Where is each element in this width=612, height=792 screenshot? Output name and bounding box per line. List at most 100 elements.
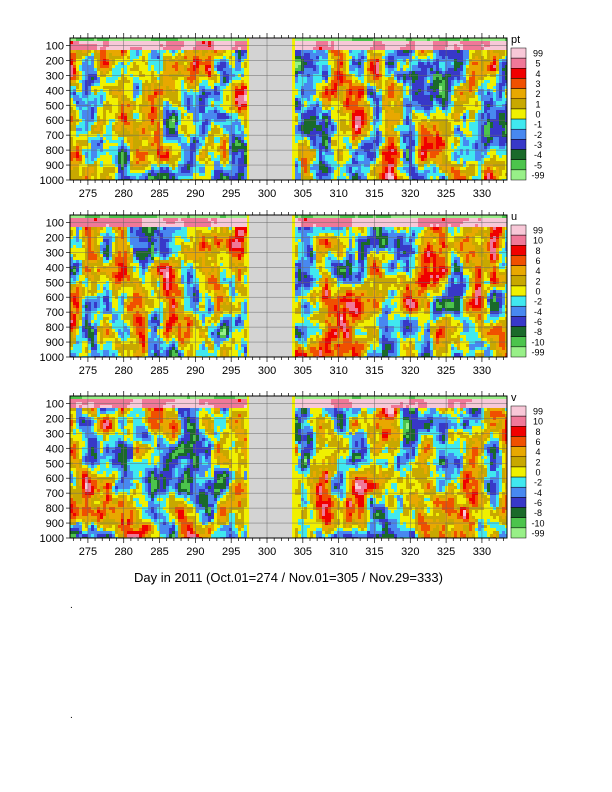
heatmap-cell xyxy=(91,125,94,128)
heatmap-cell xyxy=(391,56,394,59)
heatmap-cell xyxy=(364,137,367,140)
heatmap-cell xyxy=(421,68,424,71)
heatmap-cell xyxy=(340,47,343,50)
heatmap-cell xyxy=(328,146,331,149)
heatmap-cell xyxy=(181,113,184,116)
heatmap-cell xyxy=(106,143,109,146)
heatmap-cell xyxy=(385,167,388,170)
heatmap-cell xyxy=(91,71,94,74)
heatmap-cell xyxy=(145,98,148,101)
heatmap-cell xyxy=(427,68,430,71)
heatmap-cell xyxy=(220,95,223,98)
heatmap-cell xyxy=(328,137,331,140)
heatmap-cell xyxy=(199,92,202,95)
heatmap-cell xyxy=(361,71,364,74)
heatmap-cell xyxy=(301,176,304,179)
heatmap-cell xyxy=(379,62,382,65)
heatmap-cell xyxy=(91,134,94,137)
heatmap-cell xyxy=(157,155,160,158)
heatmap-cell xyxy=(412,47,415,50)
heatmap-cell xyxy=(124,119,127,122)
heatmap-cell xyxy=(187,86,190,89)
heatmap-cell xyxy=(211,116,214,119)
heatmap-cell xyxy=(73,98,76,101)
heatmap-cell xyxy=(427,158,430,161)
heatmap-cell xyxy=(313,86,316,89)
heatmap-cell xyxy=(196,41,199,44)
heatmap-cell xyxy=(352,173,355,176)
heatmap-cell xyxy=(217,41,220,44)
heatmap-cell xyxy=(142,125,145,128)
heatmap-cell xyxy=(421,47,424,50)
heatmap-cell xyxy=(199,122,202,125)
heatmap-cell xyxy=(415,47,418,50)
heatmap-cell xyxy=(232,125,235,128)
heatmap-cell xyxy=(202,137,205,140)
heatmap-cell xyxy=(307,47,310,50)
heatmap-cell xyxy=(187,110,190,113)
heatmap-cell xyxy=(304,155,307,158)
heatmap-cell xyxy=(319,101,322,104)
heatmap-cell xyxy=(133,53,136,56)
heatmap-cell xyxy=(325,170,328,173)
heatmap-cell xyxy=(388,62,391,65)
heatmap-cell xyxy=(301,149,304,152)
heatmap-cell xyxy=(370,62,373,65)
heatmap-cell xyxy=(178,149,181,152)
heatmap-cell xyxy=(307,38,310,41)
heatmap-cell xyxy=(232,47,235,50)
heatmap-cell xyxy=(106,101,109,104)
heatmap-cell xyxy=(418,149,421,152)
heatmap-cell xyxy=(241,137,244,140)
heatmap-cell xyxy=(211,161,214,164)
heatmap-cell xyxy=(160,92,163,95)
heatmap-cell xyxy=(394,95,397,98)
heatmap-cell xyxy=(319,53,322,56)
heatmap-cell xyxy=(151,119,154,122)
heatmap-cell xyxy=(295,164,298,167)
heatmap-cell xyxy=(295,62,298,65)
heatmap-cell xyxy=(352,68,355,71)
heatmap-cell xyxy=(367,83,370,86)
heatmap-cell xyxy=(184,38,187,41)
heatmap-cell xyxy=(82,65,85,68)
heatmap-cell xyxy=(190,107,193,110)
heatmap-cell xyxy=(382,107,385,110)
heatmap-cell xyxy=(169,95,172,98)
heatmap-cell xyxy=(397,146,400,149)
heatmap-cell xyxy=(175,119,178,122)
heatmap-cell xyxy=(127,122,130,125)
heatmap-cell xyxy=(307,164,310,167)
heatmap-cell xyxy=(418,83,421,86)
heatmap-cell xyxy=(142,107,145,110)
heatmap-cell xyxy=(349,134,352,137)
heatmap-cell xyxy=(295,158,298,161)
heatmap-cell xyxy=(379,149,382,152)
heatmap-cell xyxy=(118,80,121,83)
heatmap-cell xyxy=(124,116,127,119)
heatmap-cell xyxy=(211,71,214,74)
heatmap-cell xyxy=(145,62,148,65)
heatmap-cell xyxy=(109,101,112,104)
heatmap-cell xyxy=(202,128,205,131)
heatmap-cell xyxy=(403,83,406,86)
heatmap-cell xyxy=(190,131,193,134)
heatmap-cell xyxy=(385,68,388,71)
heatmap-cell xyxy=(106,128,109,131)
heatmap-cell xyxy=(421,125,424,128)
heatmap-cell xyxy=(145,152,148,155)
heatmap-cell xyxy=(181,119,184,122)
heatmap-cell xyxy=(241,113,244,116)
heatmap-cell xyxy=(193,47,196,50)
heatmap-cell xyxy=(211,146,214,149)
heatmap-cell xyxy=(211,170,214,173)
heatmap-cell xyxy=(202,107,205,110)
heatmap-cell xyxy=(421,164,424,167)
heatmap-cell xyxy=(223,146,226,149)
heatmap-cell xyxy=(418,140,421,143)
heatmap-cell xyxy=(334,65,337,68)
heatmap-cell xyxy=(181,47,184,50)
heatmap-cell xyxy=(403,122,406,125)
heatmap-cell xyxy=(304,86,307,89)
heatmap-cell xyxy=(352,110,355,113)
